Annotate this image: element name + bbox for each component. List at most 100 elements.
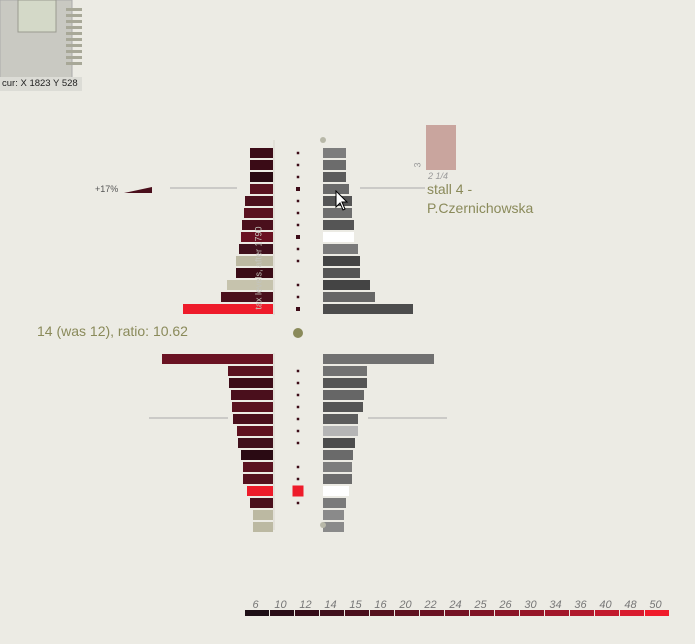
top-left-bar[interactable] xyxy=(239,244,273,254)
bot-left-bar[interactable] xyxy=(233,414,273,424)
change-wedge xyxy=(124,187,152,193)
legend-swatch xyxy=(520,610,544,616)
bot-right-bar[interactable] xyxy=(323,486,349,496)
bot-marker xyxy=(296,501,300,505)
bot-left-bar[interactable] xyxy=(247,486,273,496)
bot-right-bar[interactable] xyxy=(323,498,346,508)
top-right-bar[interactable] xyxy=(323,220,354,230)
top-left-bar[interactable] xyxy=(221,292,273,302)
bot-right-bar[interactable] xyxy=(323,438,355,448)
legend-tick-label: 26 xyxy=(498,599,512,611)
bot-marker xyxy=(296,441,300,445)
top-right-bar[interactable] xyxy=(323,208,352,218)
chip-thumbnail[interactable] xyxy=(0,0,82,92)
bot-right-bar[interactable] xyxy=(323,462,352,472)
bot-right-bar[interactable] xyxy=(323,426,358,436)
bot-marker xyxy=(296,417,300,421)
legend-tick-label: 12 xyxy=(299,599,311,611)
bot-right-bar[interactable] xyxy=(323,474,352,484)
bot-left-bar[interactable] xyxy=(253,510,273,520)
top-left-bar[interactable] xyxy=(236,256,273,266)
bot-left-bar[interactable] xyxy=(229,378,273,388)
legend-swatch xyxy=(445,610,469,616)
top-right-bar[interactable] xyxy=(323,172,346,182)
ratio-text: 14 (was 12), ratio: 10.62 xyxy=(37,323,188,339)
top-right-bar[interactable] xyxy=(323,244,358,254)
bot-left-bar[interactable] xyxy=(250,498,273,508)
top-left-bar[interactable] xyxy=(245,196,273,206)
fraction-label: 2 1/4 xyxy=(428,171,449,181)
color-legend: 6 10 12 14 15 16 20 22 24 25 26 30 34 36 40 48 50 xyxy=(245,599,669,616)
bot-left-bar[interactable] xyxy=(243,462,273,472)
top-handle[interactable] xyxy=(320,137,326,143)
top-right-bar[interactable] xyxy=(323,184,349,194)
legend-swatch xyxy=(495,610,519,616)
stall-swatch[interactable] xyxy=(426,125,456,170)
top-left-bar[interactable] xyxy=(241,232,273,242)
top-right-bar[interactable] xyxy=(323,304,413,314)
top-left-bar[interactable] xyxy=(242,220,273,230)
center-dot[interactable] xyxy=(293,328,303,338)
top-left-bar[interactable] xyxy=(183,304,273,314)
top-marker xyxy=(296,223,300,227)
bot-right-bar[interactable] xyxy=(323,354,434,364)
top-marker xyxy=(296,307,300,311)
bot-right-bar[interactable] xyxy=(323,378,367,388)
bot-left-bar[interactable] xyxy=(232,402,273,412)
bot-right-bar[interactable] xyxy=(323,366,367,376)
top-right-bar[interactable] xyxy=(323,280,370,290)
top-left-bar[interactable] xyxy=(236,268,273,278)
top-left-bar[interactable] xyxy=(227,280,273,290)
top-left-bar[interactable] xyxy=(244,208,273,218)
cursor-readout: cur: X 1823 Y 528 xyxy=(0,77,82,91)
legend-tick-label: 15 xyxy=(349,599,362,611)
top-right-bar[interactable] xyxy=(323,292,375,302)
bot-right-bar[interactable] xyxy=(323,414,358,424)
bot-left-bar[interactable] xyxy=(162,354,273,364)
bot-left-bar[interactable] xyxy=(243,474,273,484)
top-right-bar[interactable] xyxy=(323,148,346,158)
bot-left-bar[interactable] xyxy=(231,390,273,400)
count-label: 3 xyxy=(412,162,423,168)
bot-right-bar[interactable] xyxy=(323,402,363,412)
bot-marker xyxy=(296,477,300,481)
legend-swatch xyxy=(245,610,269,616)
percent-change-label: +17% xyxy=(95,184,119,194)
top-right-bar[interactable] xyxy=(323,160,346,170)
bot-left-bar[interactable] xyxy=(238,438,273,448)
legend-tick-label: 22 xyxy=(423,599,436,611)
legend-tick-label: 6 xyxy=(252,599,259,611)
bot-right-bar[interactable] xyxy=(323,510,344,520)
bot-right-bar[interactable] xyxy=(323,450,353,460)
legend-tick-label: 16 xyxy=(374,599,387,611)
bot-left-bar[interactable] xyxy=(228,366,273,376)
stall-label[interactable]: stall 4 - P.Czernichowska xyxy=(427,180,587,218)
top-right-bar[interactable] xyxy=(323,232,354,242)
bot-left-bar[interactable] xyxy=(253,522,273,532)
legend-swatch xyxy=(470,610,494,616)
top-left-bar[interactable] xyxy=(250,172,273,182)
top-left-bar[interactable] xyxy=(250,184,273,194)
bot-marker xyxy=(296,369,300,373)
bot-right-bar[interactable] xyxy=(323,522,344,532)
bot-right-bar[interactable] xyxy=(323,390,364,400)
top-marker xyxy=(296,175,300,179)
top-marker xyxy=(296,259,300,263)
top-left-bar[interactable] xyxy=(250,148,273,158)
bot-marker xyxy=(296,393,300,397)
top-marker xyxy=(296,211,300,215)
legend-swatch xyxy=(545,610,569,616)
bot-left-bar[interactable] xyxy=(241,450,273,460)
top-right-bar[interactable] xyxy=(323,256,360,266)
bottom-handle[interactable] xyxy=(320,522,326,528)
top-marker xyxy=(296,283,300,287)
top-marker xyxy=(296,247,300,251)
stall-label-text: stall 4 - P.Czernichowska xyxy=(427,181,534,216)
top-left-bar[interactable] xyxy=(250,160,273,170)
axis-caption: tax levels, after 1790 xyxy=(253,226,264,310)
legend-tick-label: 50 xyxy=(649,599,662,611)
bot-marker xyxy=(296,429,300,433)
bot-left-bar[interactable] xyxy=(237,426,273,436)
top-right-bar[interactable] xyxy=(323,268,360,278)
legend-tick-label: 48 xyxy=(624,599,637,611)
